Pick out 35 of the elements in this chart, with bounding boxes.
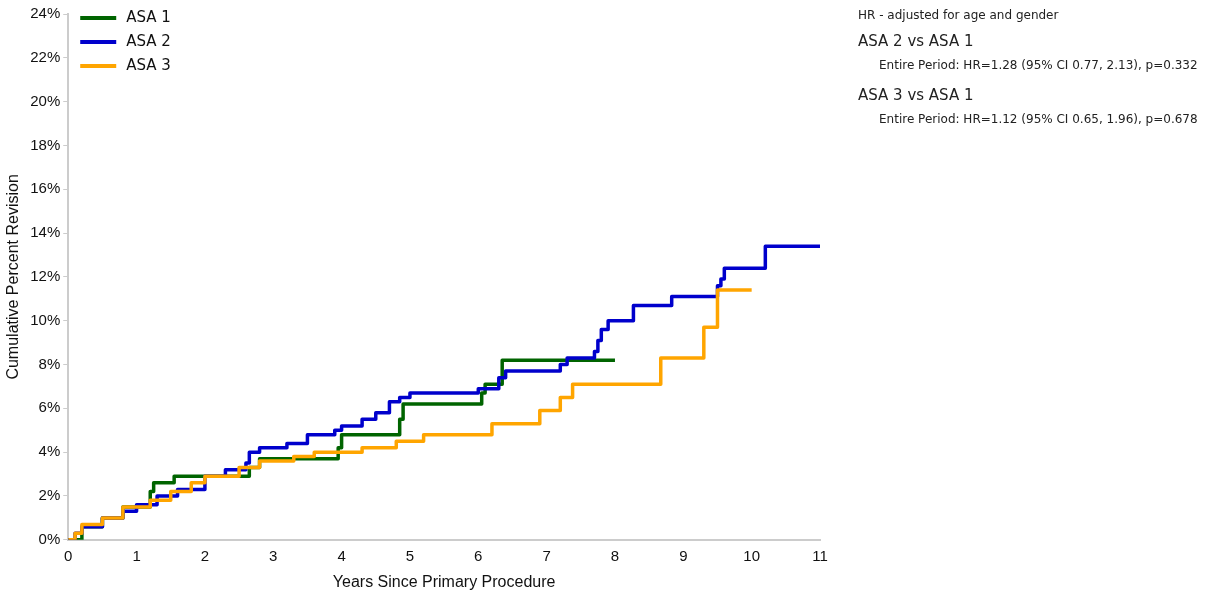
x-tick-label: 3 [269,546,278,564]
text: Entire Period: HR=1.28 (95% CI 0.77, 2.13), p=0.332 [879,58,1198,72]
y-tick-label: 2% [38,486,61,504]
x-tick-label: 4 [337,546,346,564]
y-tick-label: 8% [38,354,61,372]
y-tick-label: 24% [30,4,61,22]
x-tick-label: 7 [542,546,551,564]
x-tick-label: 6 [474,546,483,564]
y-tick-label: 22% [30,47,61,65]
x-tick-label: 10 [743,546,760,564]
y-tick-label: 20% [30,91,61,109]
legend-label: ASA 3 [126,55,171,74]
y-tick-label: 10% [30,310,61,328]
x-tick-label: 1 [132,546,141,564]
y-tick-label: 16% [30,179,61,197]
text: ASA 2 vs ASA 1 [858,32,975,50]
y-tick-label: 0% [38,529,61,547]
y-tick-label: 6% [38,398,61,416]
x-tick-label: 0 [64,546,73,564]
y-axis-title: Cumulative Percent Revision [4,174,22,380]
x-tick-label: 5 [405,546,415,564]
text: Entire Period: HR=1.12 (95% CI 0.65, 1.96), p=0.678 [879,112,1198,126]
x-tick-label: 8 [610,546,620,564]
x-tick-label: 9 [679,546,688,564]
x-axis-title: Years Since Primary Procedure [332,572,556,590]
y-tick-label: 14% [30,223,61,241]
y-tick-label: 12% [30,267,61,285]
x-tick-label: 2 [200,546,210,564]
y-tick-label: 4% [38,442,61,460]
legend-label: ASA 2 [126,31,171,50]
y-tick-label: 18% [30,135,61,153]
legend-label: ASA 1 [126,7,171,26]
x-tick-label: 11 [812,546,828,564]
text: HR - adjusted for age and gender [858,8,1060,22]
text: ASA 3 vs ASA 1 [858,86,975,104]
